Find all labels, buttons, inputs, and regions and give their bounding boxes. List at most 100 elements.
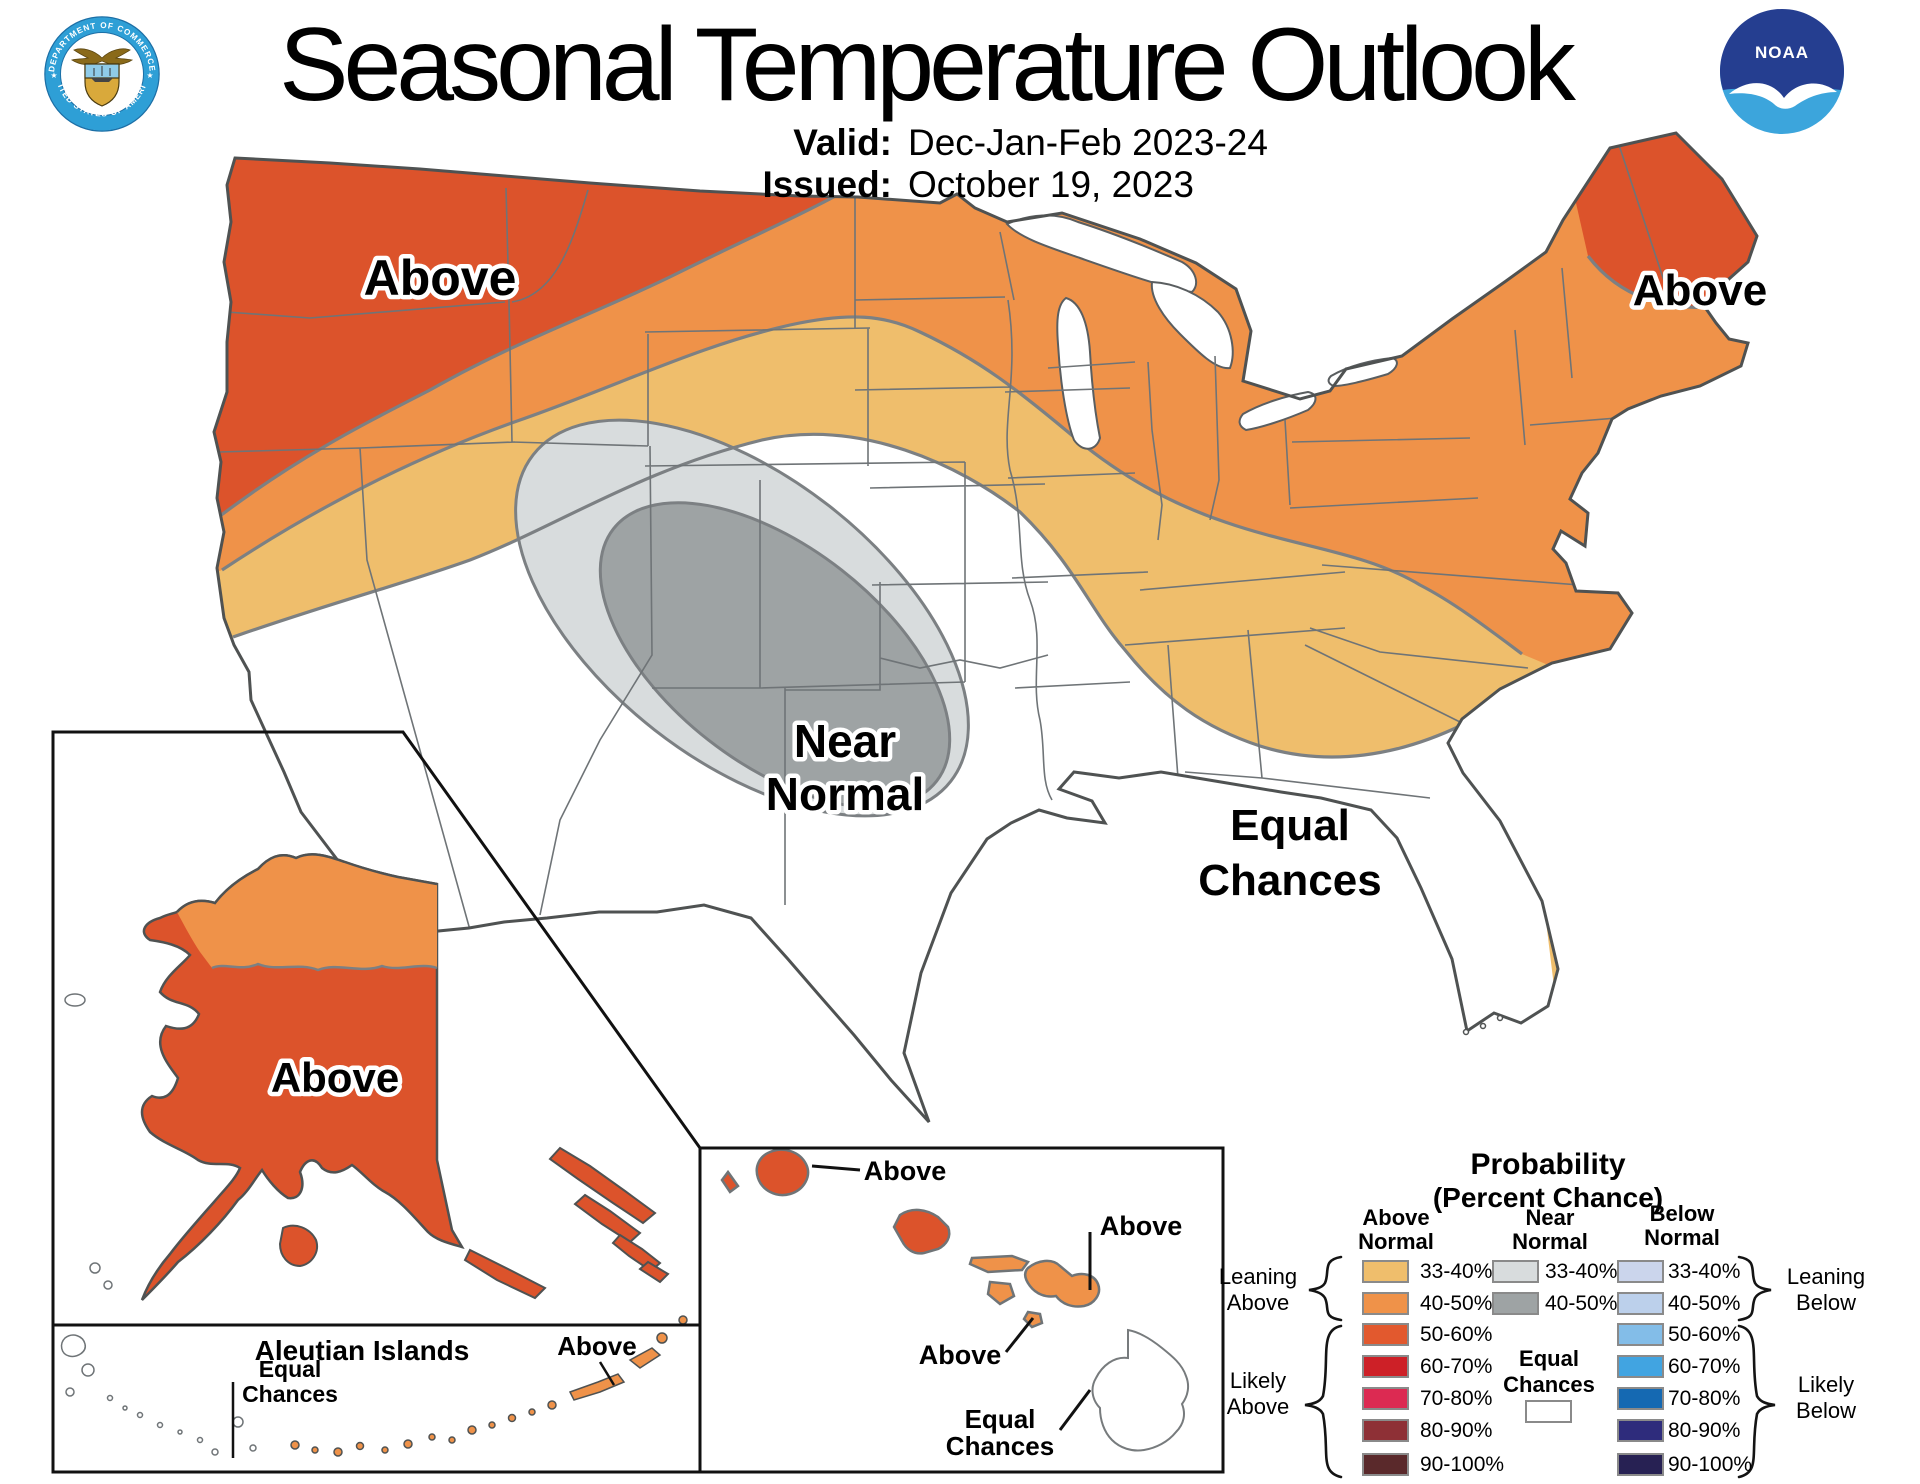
brace-leaning-below [1737, 1255, 1772, 1322]
swatch-below-40-50 [1617, 1292, 1664, 1315]
range-above-60-70: 60-70% [1420, 1355, 1493, 1378]
legend-col-near-1: Near [1525, 1205, 1575, 1230]
seal-star-right: ★ [146, 71, 153, 80]
range-below-40-50: 40-50% [1668, 1292, 1741, 1315]
swatch-above-60-70 [1362, 1355, 1409, 1378]
swatch-near-33-40 [1492, 1260, 1539, 1283]
legend-leaning-above-1: Leaning [1218, 1264, 1298, 1289]
label-hawaii-equal-2: Chances [946, 1431, 1054, 1461]
florida-keys [1462, 1014, 1504, 1036]
legend-likely-below-2: Below [1796, 1398, 1856, 1423]
swatch-below-80-90 [1617, 1419, 1664, 1442]
swatch-below-60-70 [1617, 1355, 1664, 1378]
swatch-above-40-50 [1362, 1292, 1409, 1315]
legend-leaning-below-1: Leaning [1786, 1264, 1866, 1289]
alaska-north-slope [177, 854, 437, 970]
noaa-logo-dark-field [1720, 8, 1844, 106]
range-above-80-90: 80-90% [1420, 1419, 1493, 1442]
hawaii-inset-frame [698, 1146, 1225, 1474]
legend-leaning-below-2: Below [1796, 1290, 1856, 1315]
hawaii-islands-dark [720, 1148, 951, 1255]
range-below-60-70: 60-70% [1668, 1355, 1741, 1378]
range-above-90-100: 90-100% [1420, 1453, 1505, 1476]
legend-likely-above-2: Above [1226, 1394, 1290, 1419]
swatch-below-33-40 [1617, 1260, 1664, 1283]
swatch-above-80-90 [1362, 1419, 1409, 1442]
range-below-70-80: 70-80% [1668, 1387, 1741, 1410]
label-hawaii-above-kahoolawe: Above [919, 1340, 1002, 1370]
legend-col-above-1: Above [1362, 1205, 1430, 1230]
label-equal-chances-2: Chances [1198, 856, 1381, 905]
label-aleutian-title: Aleutian Islands [255, 1335, 470, 1366]
brace-likely-below [1737, 1324, 1776, 1479]
ship-masts [93, 66, 111, 76]
range-above-70-80: 70-80% [1420, 1387, 1493, 1410]
inset-frames [51, 730, 1225, 1474]
issued-line: Issued: October 19, 2023 [660, 164, 1300, 206]
swatch-near-40-50 [1492, 1292, 1539, 1315]
legend-equal-1: Equal [1519, 1346, 1579, 1371]
label-aleutian-equal-2: Chances [242, 1381, 338, 1407]
swatch-above-70-80 [1362, 1387, 1409, 1410]
label-alaska-above: Above [271, 1054, 399, 1101]
noaa-logo: NOAA [1720, 8, 1844, 134]
label-hawaii-equal-1: Equal [965, 1404, 1036, 1434]
legend-col-below-2: Normal [1644, 1225, 1720, 1250]
valid-line: Valid: Dec-Jan-Feb 2023-24 [660, 122, 1300, 164]
range-above-50-60: 50-60% [1420, 1323, 1493, 1346]
legend-title: Probability [1470, 1148, 1626, 1181]
legend-leaning-above-2: Above [1226, 1290, 1290, 1315]
swatch-below-70-80 [1617, 1387, 1664, 1410]
eagle-icon [70, 48, 134, 66]
swatch-below-90-100 [1617, 1453, 1664, 1476]
range-below-80-90: 80-90% [1668, 1419, 1741, 1442]
aleutian-inset [60, 1315, 688, 1458]
issued-value: October 19, 2023 [908, 164, 1194, 205]
alaska-southeast-archipelago [278, 1146, 670, 1300]
label-conus-above-ne: Above [1633, 266, 1767, 315]
alaska-slope-boundary [211, 962, 438, 972]
label-near-normal-2: Normal [766, 768, 924, 820]
range-near-40-50: 40-50% [1545, 1292, 1618, 1315]
aleutian-islands-white [60, 1334, 257, 1456]
aleutian-islands-orange [290, 1315, 688, 1457]
legend-col-near-2: Normal [1512, 1229, 1588, 1254]
valid-value: Dec-Jan-Feb 2023-24 [908, 122, 1268, 163]
alaska-coast-top [176, 853, 438, 913]
range-below-33-40: 33-40% [1668, 1260, 1741, 1283]
swatch-above-33-40 [1362, 1260, 1409, 1283]
legend-likely-below-1: Likely [1797, 1372, 1855, 1397]
doc-seal: DEPARTMENT OF COMMERCE UNITED STATES OF … [0, 0, 160, 132]
legend-braces [1304, 1255, 1776, 1479]
legend-subtitle: (Percent Chance) [1432, 1182, 1664, 1213]
ship-hull [91, 78, 113, 82]
swatch-above-90-100 [1362, 1453, 1409, 1476]
valid-label: Valid: [793, 122, 892, 163]
swatch-above-50-60 [1362, 1323, 1409, 1346]
swatch-equal-chances [1525, 1400, 1572, 1423]
legend-col-above-2: Normal [1358, 1229, 1434, 1254]
legend-equal-2: Chances [1503, 1372, 1595, 1397]
region-near-normal-inner [598, 501, 952, 809]
hawaii-leaders [811, 1164, 1092, 1431]
hawaii-inset [720, 1148, 1190, 1452]
range-above-33-40: 33-40% [1420, 1260, 1493, 1283]
label-equal-chances-1: Equal [1230, 801, 1350, 850]
range-below-90-100: 90-100% [1668, 1453, 1753, 1476]
hawaii-islands-orange [968, 1254, 1101, 1329]
label-conus-above-nw: Above [364, 250, 517, 306]
seagull-icon [1729, 83, 1837, 109]
seal-star-left: ★ [50, 71, 57, 80]
range-near-33-40: 33-40% [1545, 1260, 1618, 1283]
page-title: Seasonal Temperature Outlook [279, 7, 1576, 123]
brace-leaning-above [1308, 1255, 1343, 1322]
label-hawaii-above-maui: Above [1100, 1211, 1183, 1241]
label-aleutian-equal-1: Equal [259, 1356, 322, 1382]
aleutian-above-leader [598, 1361, 616, 1386]
hawaii-big-island [1091, 1328, 1190, 1452]
legend-col-below-1: Below [1649, 1201, 1715, 1226]
label-hawaii-above-kauai: Above [864, 1156, 947, 1186]
brace-likely-above [1304, 1324, 1343, 1479]
